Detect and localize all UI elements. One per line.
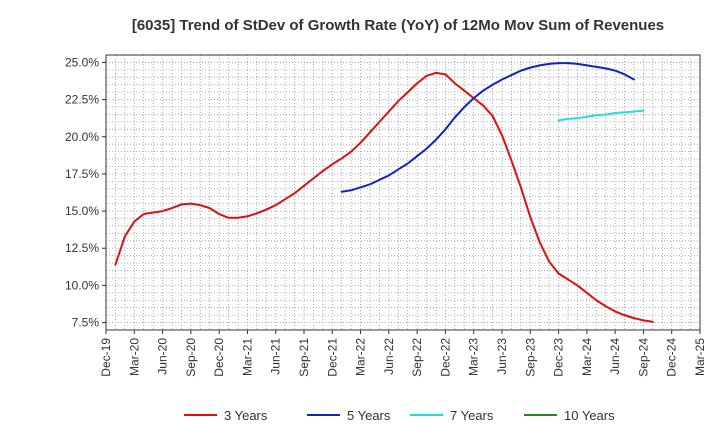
x-tick-label: Dec-23 bbox=[552, 338, 566, 377]
x-tick-label: Mar-25 bbox=[693, 338, 707, 376]
x-tick-label: Mar-23 bbox=[467, 338, 481, 376]
x-tick-label: Jun-23 bbox=[495, 338, 509, 375]
plot-frame bbox=[105, 54, 701, 331]
y-tick-label: 12.5% bbox=[65, 241, 99, 255]
x-tick-label: Mar-21 bbox=[240, 338, 254, 376]
x-tick-label: Dec-21 bbox=[325, 338, 339, 377]
legend: 3 Years 5 Years 7 Years 10 Years bbox=[184, 408, 615, 423]
legend-label-3-years: 3 Years bbox=[224, 408, 268, 423]
x-tick-label: Dec-24 bbox=[665, 338, 679, 377]
x-tick-label: Dec-19 bbox=[99, 338, 113, 377]
series-line-3-years bbox=[114, 71, 654, 323]
chart-title: [6035] Trend of StDev of Growth Rate (Yo… bbox=[132, 17, 664, 34]
y-tick-label: 25.0% bbox=[65, 55, 99, 69]
y-tick-label: 20.0% bbox=[65, 130, 99, 144]
x-tick-label: Sep-20 bbox=[184, 338, 198, 377]
y-tick-label: 22.5% bbox=[65, 93, 99, 107]
legend-label-7-years: 7 Years bbox=[450, 408, 494, 423]
x-tick-label: Jun-20 bbox=[156, 338, 170, 375]
x-tick-label: Jun-24 bbox=[608, 338, 622, 375]
y-axis: 7.5% 10.0% 12.5% 15.0% 17.5% 20.0% 22.5% 25.0% bbox=[65, 55, 106, 330]
legend-label-5-years: 5 Years bbox=[347, 408, 391, 423]
x-tick-label: Jun-21 bbox=[269, 338, 283, 375]
x-tick-label: Jun-22 bbox=[382, 338, 396, 375]
x-tick-label: Mar-24 bbox=[580, 338, 594, 376]
y-tick-label: 7.5% bbox=[72, 316, 100, 330]
x-tick-label: Sep-21 bbox=[297, 338, 311, 377]
x-tick-label: Sep-22 bbox=[410, 338, 424, 377]
y-tick-label: 10.0% bbox=[65, 278, 99, 292]
x-tick-label: Sep-23 bbox=[523, 338, 537, 377]
series-lines bbox=[114, 62, 654, 323]
x-axis: Dec-19 Mar-20 Jun-20 Sep-20 Dec-20 Mar-21 Jun-… bbox=[99, 330, 707, 377]
series-line-5-years bbox=[340, 62, 635, 193]
legend-label-10-years: 10 Years bbox=[564, 408, 615, 423]
y-tick-label: 15.0% bbox=[65, 204, 99, 218]
x-tick-label: Dec-22 bbox=[438, 338, 452, 377]
x-tick-label: Dec-20 bbox=[212, 338, 226, 377]
x-tick-label: Sep-24 bbox=[636, 338, 650, 377]
x-tick-label: Mar-22 bbox=[354, 338, 368, 376]
y-tick-label: 17.5% bbox=[65, 167, 99, 181]
plot-area bbox=[106, 55, 700, 330]
x-tick-label: Mar-20 bbox=[127, 338, 141, 376]
series-line-7-years bbox=[557, 109, 645, 122]
